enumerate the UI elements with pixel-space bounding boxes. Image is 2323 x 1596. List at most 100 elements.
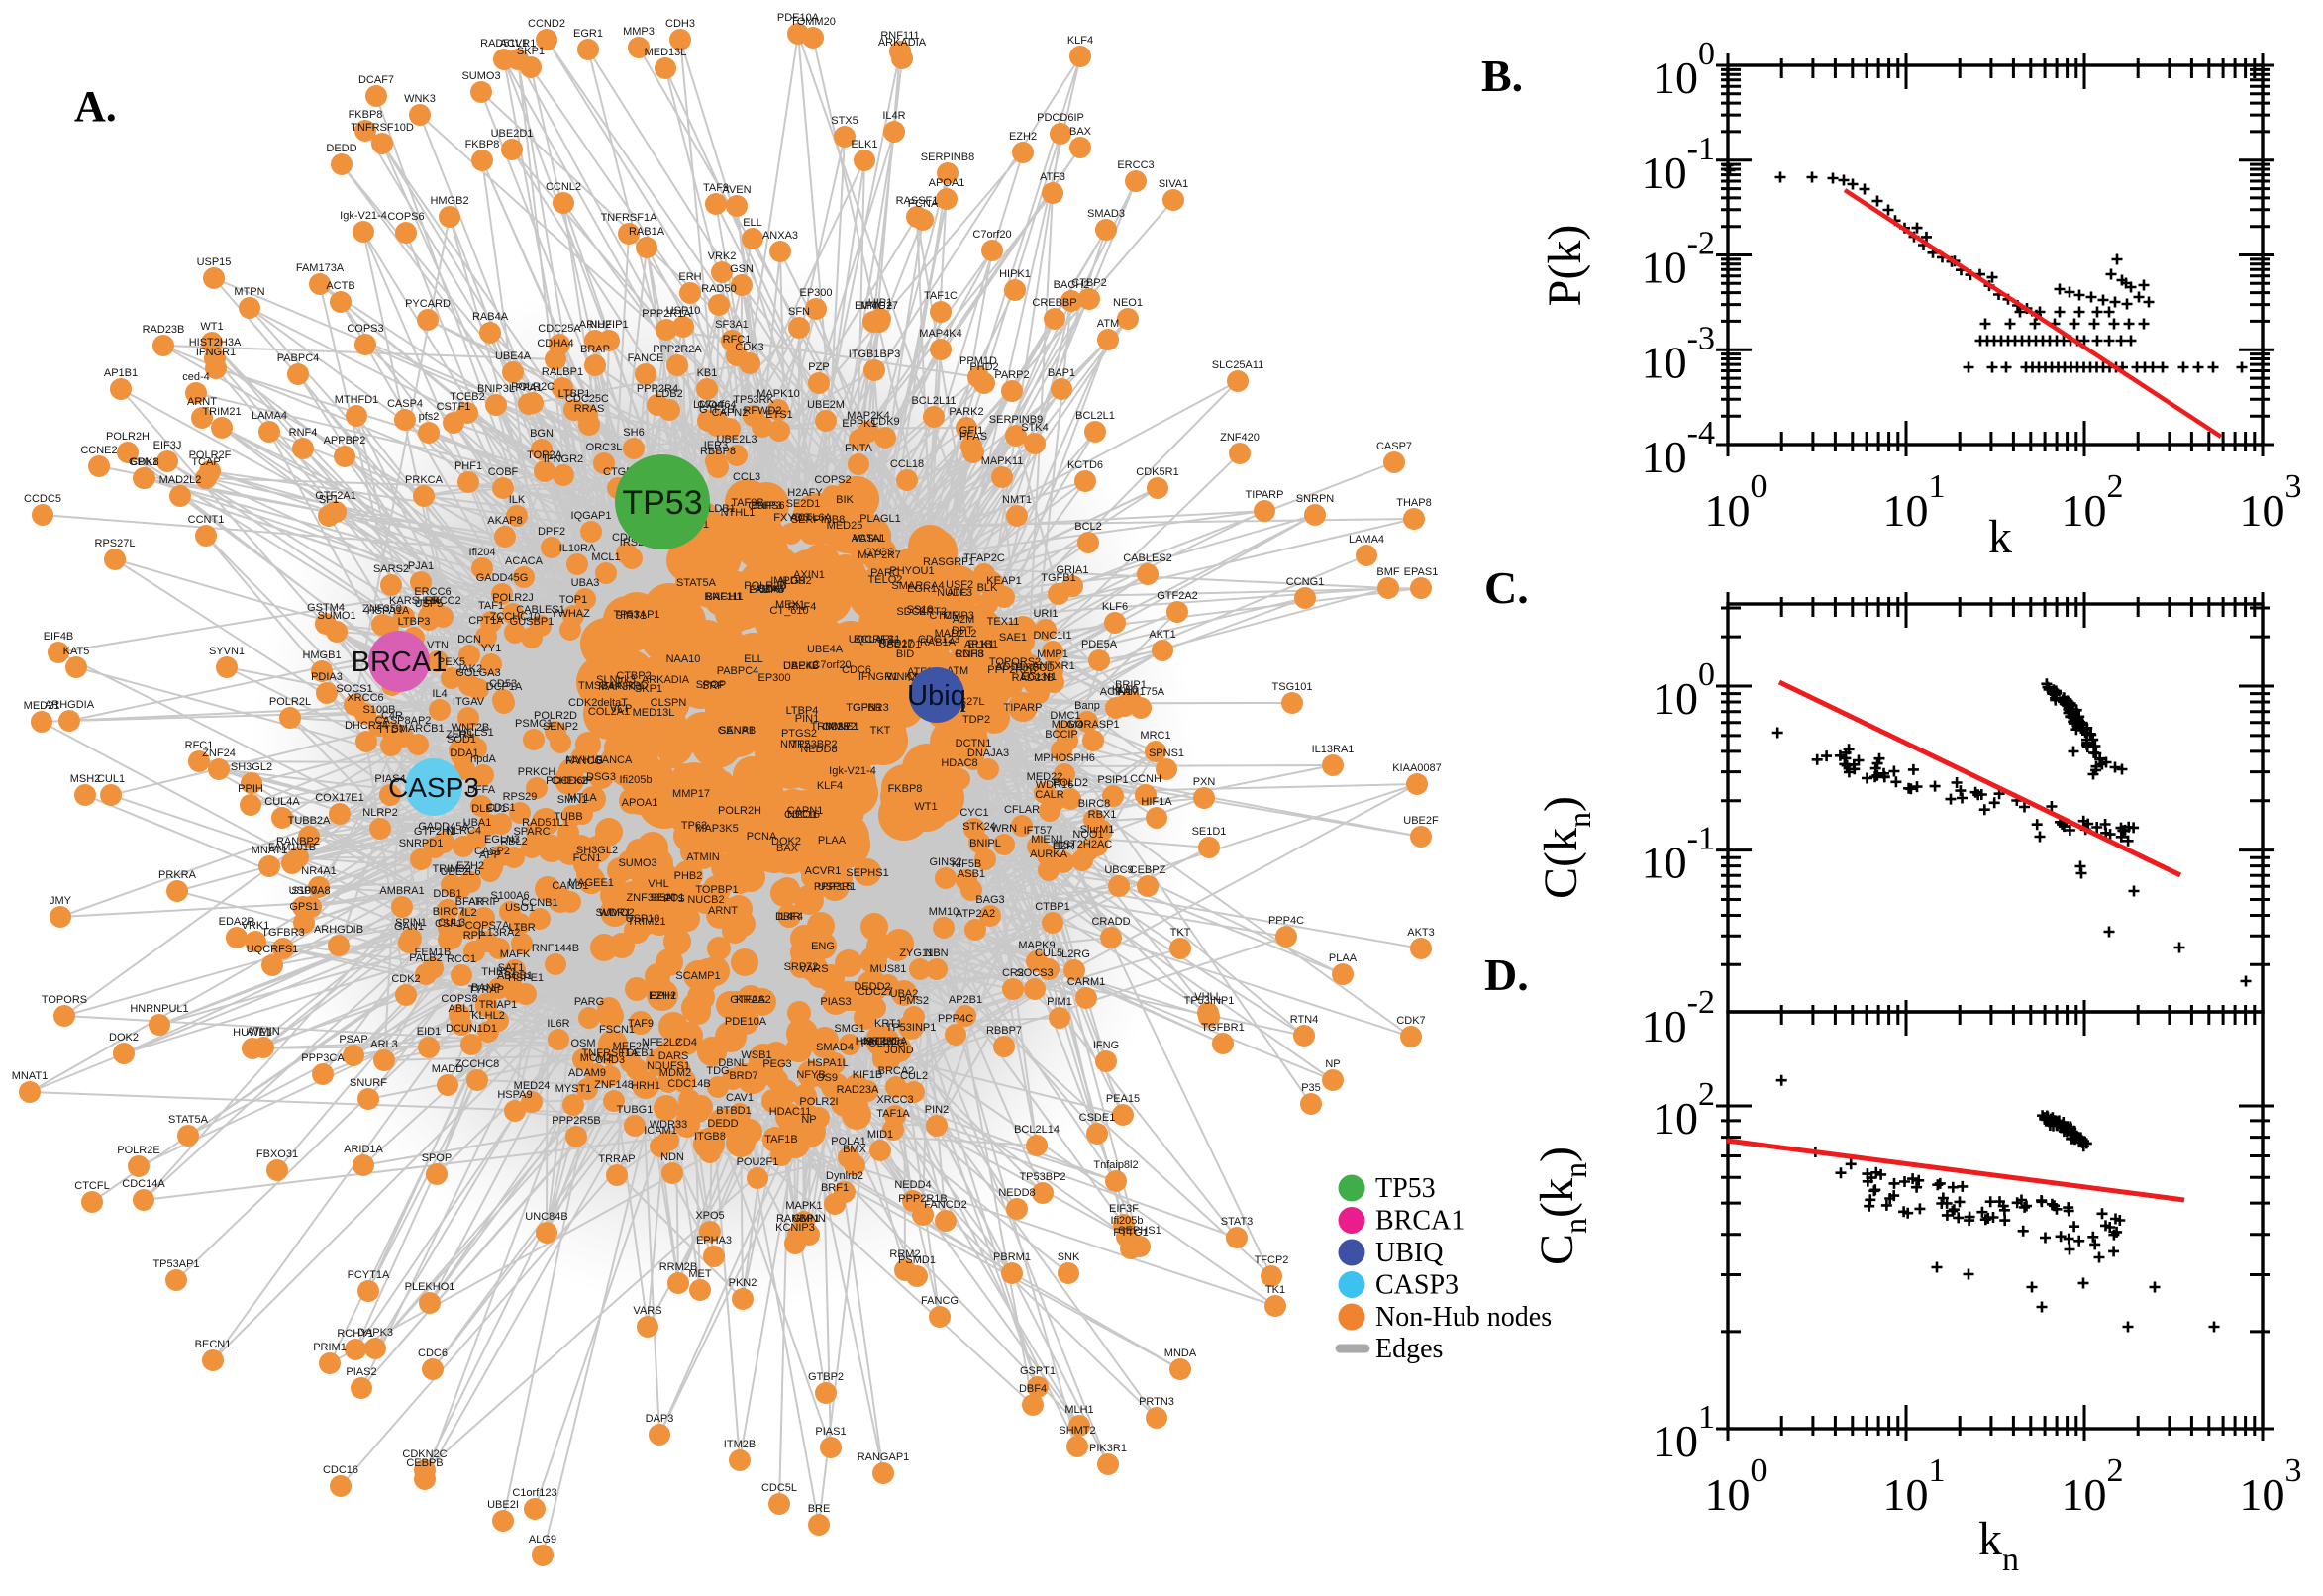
svg-text:TCAP: TCAP — [191, 456, 220, 468]
svg-text:SKP1: SKP1 — [635, 683, 662, 695]
svg-text:LTBP3: LTBP3 — [398, 616, 431, 628]
svg-text:C7orf64: C7orf64 — [697, 399, 736, 411]
svg-text:BID: BID — [896, 648, 914, 660]
svg-text:CCNE1: CCNE1 — [822, 721, 858, 733]
svg-text:ELL: ELL — [743, 217, 762, 229]
svg-text:PMS2: PMS2 — [899, 995, 929, 1007]
svg-text:MED24: MED24 — [514, 1080, 551, 1092]
svg-text:CYC1: CYC1 — [960, 807, 988, 819]
svg-text:TFAP2C: TFAP2C — [963, 552, 1005, 564]
svg-text:SPARC: SPARC — [513, 826, 550, 838]
svg-text:KB1: KB1 — [697, 367, 718, 379]
svg-text:XPO5: XPO5 — [695, 1210, 724, 1222]
svg-text:SERPINB9: SERPINB9 — [989, 414, 1043, 426]
svg-text:SPIN1: SPIN1 — [395, 917, 427, 929]
svg-text:PHYOU1: PHYOU1 — [889, 565, 934, 577]
svg-text:10-2: 10-2 — [1642, 226, 1715, 293]
svg-text:POLR2D: POLR2D — [534, 710, 577, 722]
svg-text:TMSB4X: TMSB4X — [578, 680, 623, 692]
svg-text:ERCC3: ERCC3 — [1117, 159, 1154, 171]
svg-text:DLEU1: DLEU1 — [471, 803, 506, 815]
svg-text:CCL3: CCL3 — [733, 471, 760, 483]
svg-text:WT1: WT1 — [200, 321, 223, 333]
svg-text:MMP1: MMP1 — [1037, 648, 1068, 660]
svg-text:HIF1A: HIF1A — [1141, 796, 1172, 808]
svg-text:PPIH: PPIH — [238, 783, 263, 795]
svg-text:BCCIP: BCCIP — [1045, 729, 1078, 741]
svg-text:CDC25A: CDC25A — [538, 323, 581, 335]
svg-text:PABPC4: PABPC4 — [717, 665, 759, 677]
svg-text:MTPN: MTPN — [234, 286, 264, 298]
svg-text:ARHGDIA: ARHGDIA — [45, 699, 95, 711]
svg-text:POLR2C: POLR2C — [511, 381, 555, 393]
svg-text:GORASP1: GORASP1 — [1066, 719, 1119, 731]
svg-text:Tnfaip8l2: Tnfaip8l2 — [1093, 1159, 1138, 1171]
svg-text:MDM2: MDM2 — [659, 1067, 691, 1079]
svg-text:ATMIN: ATMIN — [247, 1026, 279, 1038]
svg-text:RAB4A: RAB4A — [472, 311, 509, 323]
svg-text:101: 101 — [1883, 1452, 1946, 1520]
svg-text:LTBR: LTBR — [508, 922, 535, 934]
svg-text:SIVA1: SIVA1 — [1159, 178, 1188, 190]
svg-text:PIN1: PIN1 — [795, 713, 819, 725]
svg-text:PPP2R2A: PPP2R2A — [653, 344, 702, 355]
svg-text:PDCD6IP: PDCD6IP — [1037, 112, 1084, 124]
svg-text:RANGAP1: RANGAP1 — [858, 1451, 910, 1463]
svg-text:FEM1B: FEM1B — [415, 947, 452, 958]
svg-text:GTF2H: GTF2H — [699, 404, 735, 416]
svg-text:BNIPL: BNIPL — [969, 838, 1001, 849]
svg-text:MSH2: MSH2 — [70, 773, 101, 785]
svg-text:PIAS3: PIAS3 — [820, 996, 851, 1008]
svg-text:MCL1: MCL1 — [591, 551, 620, 563]
svg-text:NUDC: NUDC — [937, 587, 968, 599]
svg-text:BCL2L14: BCL2L14 — [1014, 1124, 1060, 1136]
svg-text:kn: kn — [1978, 1513, 2019, 1578]
svg-text:ZER1: ZER1 — [446, 729, 473, 741]
svg-text:ATRIP: ATRIP — [468, 896, 500, 908]
svg-text:GTF2H1: GTF2H1 — [414, 826, 455, 838]
svg-text:GUSBP1: GUSBP1 — [510, 616, 555, 628]
svg-text:DCP1A: DCP1A — [486, 681, 523, 693]
svg-text:RNF4: RNF4 — [788, 601, 817, 613]
svg-text:SENP1: SENP1 — [719, 725, 755, 737]
svg-text:NHEJ1: NHEJ1 — [864, 1036, 899, 1047]
svg-text:BGN: BGN — [530, 428, 554, 440]
svg-text:RPS27L: RPS27L — [95, 538, 136, 549]
svg-text:NFE2L2: NFE2L2 — [642, 1037, 681, 1048]
svg-text:SMAD3: SMAD3 — [1087, 208, 1125, 220]
svg-text:BCL2: BCL2 — [1074, 521, 1102, 533]
svg-text:POLR2G: POLR2G — [861, 1038, 906, 1049]
svg-text:BCL2L11: BCL2L11 — [911, 395, 956, 407]
svg-text:CDK3: CDK3 — [735, 342, 763, 353]
svg-text:EGLN3: EGLN3 — [484, 834, 520, 846]
svg-text:MAP2K4: MAP2K4 — [847, 410, 889, 422]
svg-text:POLR2I: POLR2I — [799, 1096, 838, 1108]
svg-text:NP: NP — [1325, 1058, 1340, 1070]
svg-text:SRP72: SRP72 — [784, 961, 819, 973]
svg-text:SMG1: SMG1 — [834, 1023, 864, 1035]
svg-text:ALG9: ALG9 — [777, 575, 805, 587]
svg-text:MEX1: MEX1 — [775, 599, 805, 611]
svg-text:PPM1D: PPM1D — [960, 355, 997, 367]
svg-text:PBRM1: PBRM1 — [993, 1251, 1031, 1263]
svg-text:DDA1: DDA1 — [450, 748, 478, 759]
svg-text:BNIP3: BNIP3 — [751, 500, 782, 512]
svg-text:DBF4: DBF4 — [1019, 1383, 1047, 1395]
svg-text:CLSPN: CLSPN — [651, 697, 687, 709]
svg-text:PDE10A: PDE10A — [777, 12, 820, 24]
svg-text:GOLGA3: GOLGA3 — [455, 667, 500, 679]
svg-text:CARM1: CARM1 — [1067, 976, 1106, 988]
svg-text:VARS: VARS — [799, 963, 828, 975]
svg-text:TIPARP: TIPARP — [1246, 489, 1284, 501]
svg-text:ATMIN: ATMIN — [686, 851, 719, 863]
svg-text:HCLS1: HCLS1 — [458, 727, 493, 739]
svg-text:TNFRSF1A: TNFRSF1A — [582, 1047, 640, 1059]
svg-text:MAGEE1: MAGEE1 — [568, 877, 614, 889]
svg-text:Ubiq: Ubiq — [907, 680, 966, 712]
svg-text:TAF9B: TAF9B — [731, 497, 763, 509]
svg-text:ANTXR1: ANTXR1 — [1032, 660, 1074, 672]
svg-text:LAMA4: LAMA4 — [749, 584, 784, 596]
svg-text:PLAA: PLAA — [818, 835, 847, 847]
svg-text:UQCRFS1: UQCRFS1 — [247, 944, 299, 955]
svg-text:MMP3: MMP3 — [943, 610, 974, 622]
